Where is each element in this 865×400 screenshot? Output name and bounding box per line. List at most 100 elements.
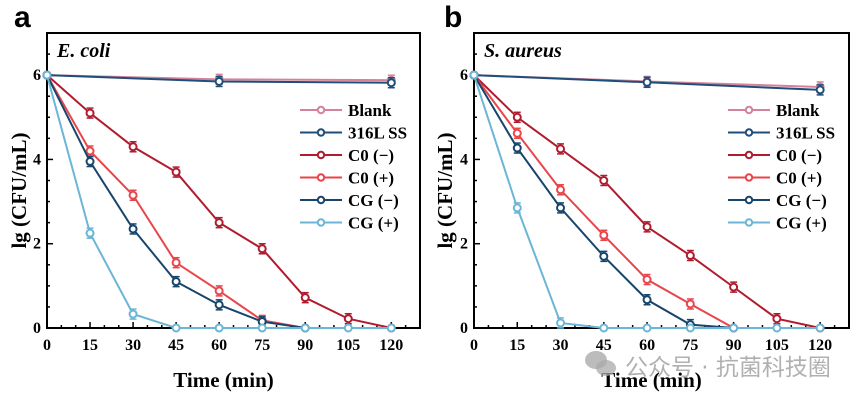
data-point: [343, 323, 353, 333]
data-point: [469, 70, 479, 80]
legend-label: Blank: [776, 101, 820, 120]
species-annotation: S. aureus: [484, 40, 562, 62]
data-point: [85, 228, 95, 238]
y-tick-label: 2: [33, 236, 41, 253]
legend-label: 316L SS: [776, 124, 835, 143]
series-line: [473, 74, 821, 329]
data-point: [85, 108, 95, 118]
data-point: [815, 85, 825, 95]
panel-letter: a: [14, 1, 31, 34]
data-point: [599, 251, 609, 261]
data-point: [556, 185, 566, 195]
data-point: [556, 203, 566, 213]
data-point: [214, 218, 224, 228]
series-cg-: [42, 70, 310, 333]
data-point: [386, 78, 396, 88]
x-tick-label: 60: [639, 337, 655, 354]
legend-label: C0 (+): [348, 169, 394, 188]
legend-swatch-marker: [744, 105, 754, 115]
data-point: [642, 275, 652, 285]
series-cg-: [42, 70, 396, 333]
legend-label: C0 (−): [776, 146, 822, 165]
x-tick-label: 30: [553, 337, 569, 354]
data-point: [300, 323, 310, 333]
x-tick-label: 90: [726, 337, 742, 354]
data-point: [772, 323, 782, 333]
data-point: [685, 251, 695, 261]
data-point: [214, 286, 224, 296]
legend: Blank 316L SS C0 (−) C0 (+) CG (−) CG (+): [728, 101, 835, 233]
data-point: [512, 112, 522, 122]
x-tick-label: 0: [470, 337, 478, 354]
legend-swatch-marker: [316, 195, 326, 205]
legend-swatch-marker: [316, 173, 326, 182]
y-tick-label: 0: [33, 320, 41, 337]
legend-item: C0 (−): [300, 146, 394, 165]
legend-label: 316L SS: [348, 124, 407, 143]
x-tick-label: 90: [297, 337, 313, 354]
legend-swatch-marker: [744, 173, 754, 182]
data-point: [512, 128, 522, 138]
data-point: [815, 323, 825, 333]
panel-a: a E. coli 0 15 30 45 60 75 90 105 120 0 2 4 6 Time (min…: [7, 1, 421, 392]
y-axis-title: lg (CFU/mL): [7, 132, 31, 248]
legend-item: CG (−): [728, 191, 827, 210]
data-point: [729, 323, 739, 333]
series-c0-: [469, 70, 825, 333]
series-c0-: [42, 70, 310, 333]
x-tick-label: 120: [379, 337, 403, 354]
legend-label: C0 (−): [348, 146, 394, 165]
y-tick-label: 0: [460, 320, 468, 337]
data-point: [257, 323, 267, 333]
series-line: [473, 74, 821, 329]
legend-item: 316L SS: [728, 124, 835, 143]
data-point: [386, 323, 396, 333]
series-cg-: [469, 70, 825, 333]
data-point: [512, 143, 522, 153]
legend-label: CG (−): [348, 191, 399, 210]
x-tick-label: 45: [168, 337, 184, 354]
legend-item: C0 (+): [300, 169, 394, 188]
x-tick-label: 75: [682, 337, 698, 354]
legend-swatch-marker: [316, 105, 326, 115]
y-tick-label: 6: [460, 67, 468, 84]
data-point: [171, 323, 181, 333]
legend-item: 316L SS: [300, 124, 407, 143]
y-axis-title: lg (CFU/mL): [433, 132, 457, 248]
legend-swatch-marker: [316, 218, 326, 227]
legend-item: CG (+): [300, 214, 399, 233]
x-axis-title: Time (min): [173, 368, 274, 392]
legend-item: C0 (+): [728, 169, 822, 188]
data-point: [257, 244, 267, 254]
legend-swatch-marker: [316, 150, 326, 160]
data-point: [556, 144, 566, 154]
data-point: [685, 323, 695, 333]
legend-item: C0 (−): [728, 146, 822, 165]
data-point: [85, 157, 95, 167]
panel-b: b S. aureus 0 15 30 45 60 75 90 105 120 0 2 4 6 Time (m…: [433, 1, 850, 392]
species-annotation: E. coli: [56, 40, 111, 62]
data-point: [214, 76, 224, 86]
legend-item: CG (+): [728, 214, 827, 233]
legend-label: CG (−): [776, 191, 827, 210]
data-point: [214, 300, 224, 310]
data-point: [772, 314, 782, 324]
x-tick-label: 105: [336, 337, 360, 354]
legend-swatch-marker: [744, 218, 754, 227]
legend-item: CG (−): [300, 191, 399, 210]
data-point: [685, 299, 695, 309]
legend-label: Blank: [348, 101, 392, 120]
y-tick-label: 4: [33, 151, 41, 168]
data-point: [171, 167, 181, 177]
data-point: [343, 314, 353, 324]
data-point: [128, 309, 138, 319]
legend: Blank 316L SS C0 (−) C0 (+) CG (−) CG (+): [300, 101, 407, 233]
y-tick-label: 4: [460, 151, 468, 168]
x-tick-label: 120: [808, 337, 832, 354]
x-tick-label: 15: [509, 337, 525, 354]
data-point: [556, 318, 566, 328]
x-tick-label: 60: [211, 337, 227, 354]
data-point: [128, 142, 138, 152]
data-point: [85, 146, 95, 156]
